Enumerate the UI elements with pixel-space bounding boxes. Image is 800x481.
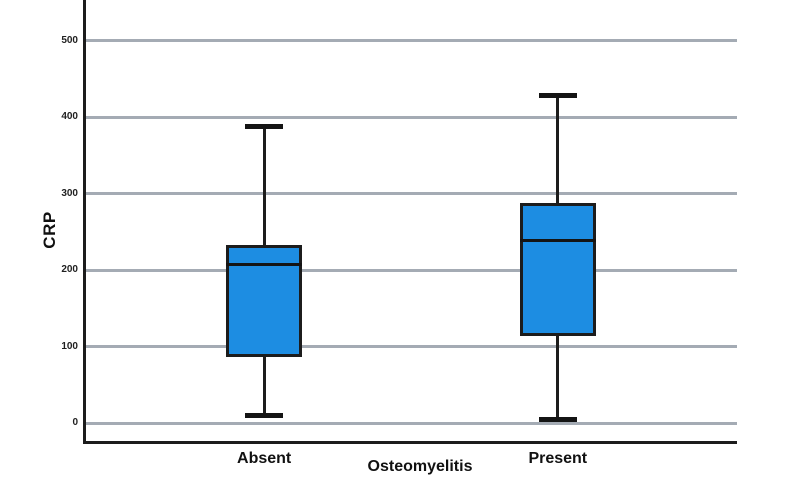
y-tick-label: 100 [61, 340, 78, 352]
y-tick-label: 0 [72, 417, 78, 429]
gridline [83, 192, 737, 196]
gridline [83, 268, 737, 272]
box-present [519, 202, 596, 337]
x-axis-line [83, 441, 737, 444]
gridline [83, 421, 737, 425]
x-axis-title: Osteomyelitis [367, 458, 473, 475]
whisker-cap-max-absent [245, 123, 284, 129]
whisker-cap-max-present [538, 93, 577, 99]
x-tick-label-absent: Absent [237, 450, 292, 467]
x-tick-label-present: Present [528, 450, 588, 467]
y-axis-tick-labels: 0 100 200 300 400 500 [0, 0, 78, 444]
y-tick-label: 400 [61, 111, 78, 123]
whisker-cap-min-absent [245, 413, 284, 419]
median-line-present [519, 238, 596, 242]
x-axis-tick-labels: Absent Present [0, 450, 800, 472]
y-axis-line [83, 0, 86, 444]
gridline [83, 345, 737, 349]
gridline [83, 39, 737, 43]
y-tick-label: 200 [61, 264, 78, 276]
median-line-absent [226, 262, 303, 266]
whisker-cap-min-present [538, 417, 577, 422]
gridline [83, 115, 737, 119]
plot-area [83, 0, 737, 444]
y-tick-label: 500 [61, 34, 78, 46]
y-tick-label: 300 [61, 187, 78, 199]
